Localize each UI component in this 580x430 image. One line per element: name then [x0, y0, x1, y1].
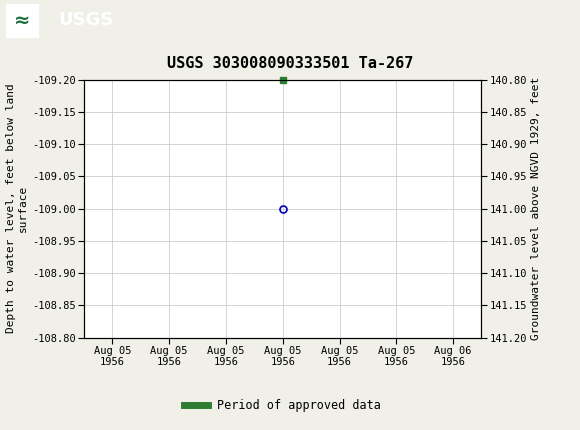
Y-axis label: Groundwater level above NGVD 1929, feet: Groundwater level above NGVD 1929, feet [531, 77, 541, 340]
FancyBboxPatch shape [6, 4, 38, 37]
Y-axis label: Depth to water level, feet below land
surface: Depth to water level, feet below land su… [6, 84, 28, 333]
Text: USGS: USGS [58, 12, 113, 29]
Text: USGS 303008090333501 Ta-267: USGS 303008090333501 Ta-267 [167, 56, 413, 71]
Text: ≈: ≈ [14, 11, 30, 30]
Legend: Period of approved data: Period of approved data [180, 394, 386, 417]
